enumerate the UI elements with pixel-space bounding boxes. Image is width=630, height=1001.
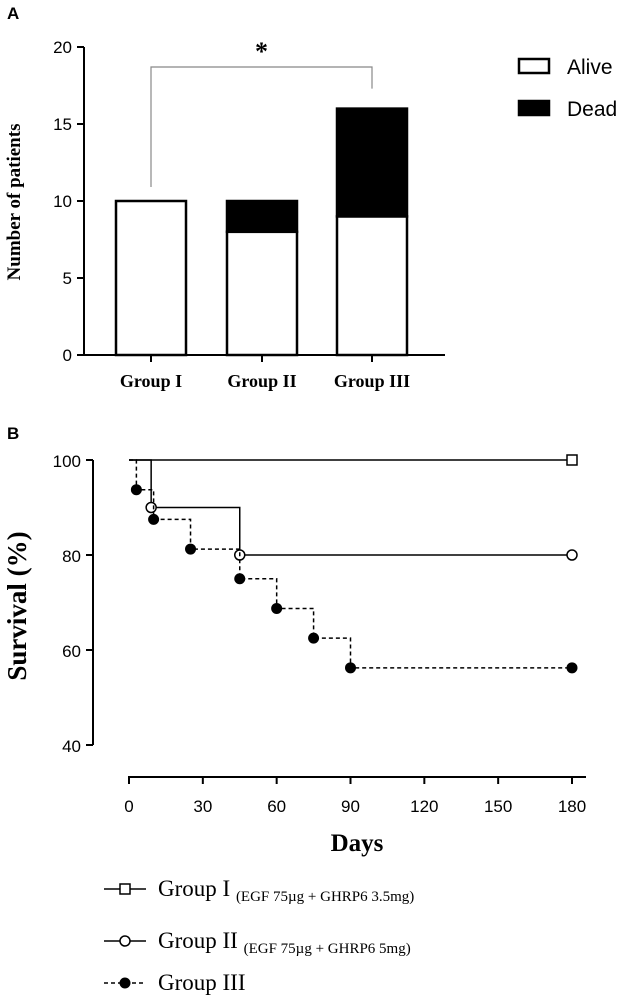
- x-tick-label-group-ii: Group II: [227, 371, 296, 391]
- y-tick-label-10: 10: [53, 192, 72, 211]
- x-tick-label-90: 90: [341, 797, 360, 816]
- survival-curves: [129, 454, 578, 674]
- x-tick-label-60: 60: [267, 797, 286, 816]
- panel-b-legend: Group I (EGF 75µg + GHRP6 3.5mg) Group II…: [104, 876, 414, 995]
- legend-name-group-i: Group I: [158, 876, 236, 901]
- y-tick-label-40: 40: [62, 737, 81, 756]
- legend-label-alive: Alive: [567, 56, 613, 79]
- point-group-iii-day-25: [185, 543, 197, 555]
- panel-b-label: B: [7, 424, 19, 443]
- x-tick-label-120: 120: [410, 797, 438, 816]
- point-group-iii-day-45: [234, 573, 246, 585]
- point-group-iii-day-3: [130, 484, 142, 496]
- x-tick-label-30: 30: [193, 797, 212, 816]
- y-tick-label-20: 20: [53, 38, 72, 57]
- panel-a-legend: Alive Dead: [517, 56, 617, 121]
- panel-a-x-tick-labels: Group I Group II Group III: [120, 355, 410, 391]
- legend-detail-group-ii: (EGF 75µg + GHRP6 5mg): [244, 941, 411, 957]
- x-tick-label-group-iii: Group III: [334, 371, 410, 391]
- legend-swatch-dead: [517, 99, 551, 117]
- point-group-i-day-180: [566, 454, 578, 466]
- legend-marker-group-ii: [119, 935, 131, 947]
- legend-label-dead: Dead: [567, 98, 617, 121]
- legend-label-group-i: Group I (EGF 75µg + GHRP6 3.5mg): [158, 876, 414, 905]
- point-group-iii-day-60: [271, 602, 283, 614]
- legend-name-group-iii: Group III: [158, 970, 246, 995]
- panel-a-bars: [114, 107, 409, 357]
- significance-star: *: [255, 37, 268, 66]
- curve-group-i: [129, 454, 578, 466]
- curve-group-iii: [129, 459, 578, 674]
- curve-group-ii: [129, 459, 578, 561]
- y-tick-label-100: 100: [53, 452, 81, 471]
- x-tick-label-180: 180: [558, 797, 586, 816]
- bar-group-iii-dead: [335, 107, 409, 218]
- legend-detail-group-i: (EGF 75µg + GHRP6 3.5mg): [236, 889, 414, 905]
- x-tick-label-0: 0: [124, 797, 133, 816]
- panel-a-label: A: [7, 4, 19, 23]
- curve-line-group-iii: [129, 459, 572, 669]
- point-group-iii-day-75: [308, 632, 320, 644]
- panel-b-x-axis-title: Days: [331, 830, 384, 857]
- legend-label-group-ii: Group II (EGF 75µg + GHRP6 5mg): [158, 928, 411, 957]
- y-tick-label-60: 60: [62, 642, 81, 661]
- panel-b-y-ticks: 40 60 80 100: [53, 452, 93, 756]
- panel-b-y-axis-title: Survival (%): [2, 531, 32, 680]
- point-group-ii-day-180: [566, 549, 578, 561]
- y-tick-label-5: 5: [63, 269, 72, 288]
- bar-group-iii-alive: [335, 215, 409, 357]
- y-tick-label-0: 0: [63, 346, 72, 365]
- legend-swatch-alive: [517, 57, 551, 75]
- point-group-iii-day-90: [345, 662, 356, 674]
- legend-label-group-iii: Group III: [158, 970, 246, 995]
- point-group-iii-day-10: [148, 513, 160, 525]
- significance-bracket: *: [150, 37, 373, 187]
- point-group-ii-day-9: [145, 501, 157, 514]
- y-tick-label-15: 15: [53, 115, 72, 134]
- panel-a-axes: [83, 47, 445, 356]
- panel-b-axes: [92, 460, 586, 778]
- legend-marker-group-i: [119, 883, 131, 895]
- bar-group-ii-alive: [225, 230, 299, 357]
- point-group-iii-day-180: [566, 662, 578, 674]
- bar-group-i-alive: [114, 199, 188, 357]
- legend-marker-group-iii: [119, 977, 131, 989]
- panel-a-y-ticks: 0 5 10 15 20: [53, 38, 84, 365]
- y-tick-label-80: 80: [62, 547, 81, 566]
- significance-bracket-line: [150, 66, 373, 187]
- panel-b-x-ticks: 0 30 60 90 120 150 180: [124, 777, 586, 816]
- legend-name-group-ii: Group II: [158, 928, 244, 953]
- x-tick-label-150: 150: [484, 797, 512, 816]
- curve-line-group-ii: [129, 459, 572, 556]
- x-tick-label-group-i: Group I: [120, 371, 182, 391]
- panel-a-y-axis-title: Number of patients: [4, 124, 25, 281]
- bar-group-ii-dead: [225, 199, 299, 234]
